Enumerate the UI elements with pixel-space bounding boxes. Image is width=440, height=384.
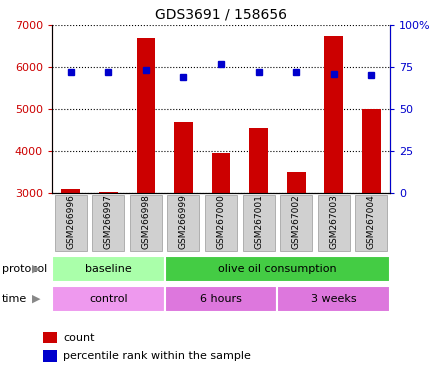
Bar — [362, 109, 381, 193]
Text: baseline: baseline — [85, 264, 132, 274]
Text: control: control — [89, 294, 128, 304]
Bar — [355, 195, 387, 251]
Text: GSM267003: GSM267003 — [329, 194, 338, 249]
Text: GSM266999: GSM266999 — [179, 194, 188, 249]
Text: olive oil consumption: olive oil consumption — [218, 264, 337, 274]
Bar — [55, 195, 87, 251]
Bar — [318, 195, 350, 251]
Text: GSM266997: GSM266997 — [104, 194, 113, 249]
Bar — [280, 195, 312, 251]
Bar — [52, 256, 165, 283]
Text: GSM267001: GSM267001 — [254, 194, 263, 249]
Bar — [212, 153, 231, 193]
Text: GSM267002: GSM267002 — [292, 194, 301, 249]
Bar — [249, 128, 268, 193]
Text: percentile rank within the sample: percentile rank within the sample — [63, 351, 251, 361]
Bar — [277, 286, 390, 313]
Text: count: count — [63, 333, 95, 343]
Text: GSM266996: GSM266996 — [66, 194, 75, 249]
Text: ▶: ▶ — [32, 294, 40, 304]
Text: GSM267004: GSM267004 — [367, 194, 376, 249]
Text: GSM266998: GSM266998 — [141, 194, 150, 249]
Bar — [168, 195, 199, 251]
Bar — [92, 195, 124, 251]
Bar — [43, 332, 57, 343]
Title: GDS3691 / 158656: GDS3691 / 158656 — [155, 7, 287, 21]
Bar — [130, 195, 162, 251]
Text: time: time — [2, 294, 27, 304]
Bar — [242, 195, 275, 251]
Text: ▶: ▶ — [32, 264, 40, 274]
Bar — [165, 256, 390, 283]
Text: 3 weeks: 3 weeks — [311, 294, 356, 304]
Text: 6 hours: 6 hours — [200, 294, 242, 304]
Bar — [205, 195, 237, 251]
Bar — [287, 172, 305, 193]
Bar — [52, 286, 165, 313]
Bar — [136, 38, 155, 193]
Bar — [99, 192, 118, 193]
Bar — [43, 350, 57, 362]
Bar — [174, 122, 193, 193]
Bar — [324, 35, 343, 193]
Bar — [62, 189, 80, 193]
Text: GSM267000: GSM267000 — [216, 194, 225, 249]
Text: protocol: protocol — [2, 264, 48, 274]
Bar — [165, 286, 277, 313]
